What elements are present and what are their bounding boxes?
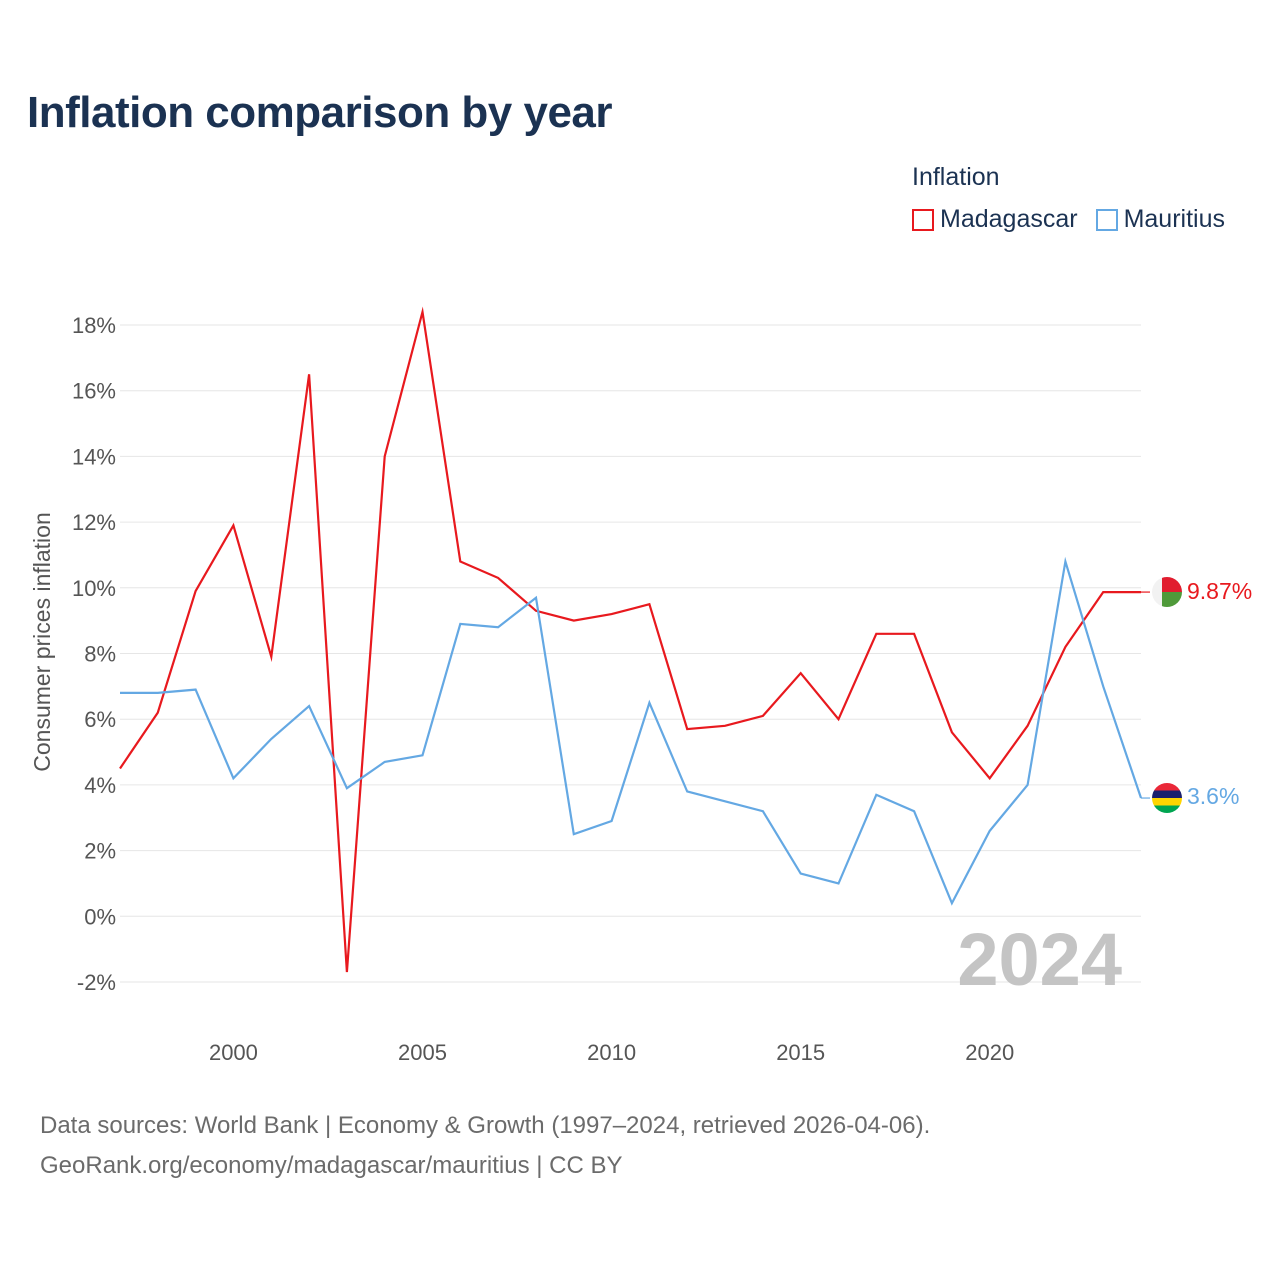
y-tick-label: 16% — [72, 379, 116, 404]
madagascar-flag-icon — [1152, 577, 1182, 607]
line-chart: -2% 0% 2% 4% 6% 8% 10% 12% 14% 16% 18% 2000 2005 201… — [29, 306, 1252, 1065]
legend-label-mauritius: Mauritius — [1123, 205, 1225, 233]
y-tick-label: 14% — [72, 444, 116, 469]
data-sources: Data sources: World Bank | Economy & Gro… — [40, 1106, 930, 1186]
x-tick-label: 2020 — [965, 1040, 1014, 1065]
legend: Madagascar Mauritius — [912, 205, 1243, 234]
x-tick-label: 2010 — [587, 1040, 636, 1065]
y-tick-label: 0% — [84, 904, 116, 929]
y-tick-label: -2% — [77, 970, 116, 995]
legend-swatch-mauritius — [1095, 208, 1118, 231]
legend-item-mauritius[interactable]: Mauritius — [1095, 205, 1225, 234]
y-axis-label: Consumer prices inflation — [29, 512, 55, 772]
legend-label-madagascar: Madagascar — [940, 205, 1078, 233]
y-axis-ticks: -2% 0% 2% 4% 6% 8% 10% 12% 14% 16% 18% — [72, 313, 116, 995]
y-tick-label: 6% — [84, 707, 116, 732]
y-tick-label: 10% — [72, 576, 116, 601]
gridlines — [120, 324, 1141, 983]
x-tick-label: 2000 — [209, 1040, 258, 1065]
mauritius-flag-icon — [1152, 783, 1182, 813]
x-tick-label: 2015 — [776, 1040, 825, 1065]
y-tick-label: 4% — [84, 773, 116, 798]
legend-swatch-madagascar — [912, 208, 934, 231]
series-line-madagascar — [119, 306, 1141, 973]
y-tick-label: 8% — [84, 642, 116, 667]
x-axis-ticks: 2000 2005 2010 2015 2020 — [209, 1040, 1014, 1065]
y-tick-label: 12% — [72, 510, 116, 535]
y-tick-label: 18% — [72, 313, 116, 338]
series-lines — [119, 306, 1150, 973]
mauritius-end-label: 3.6% — [1187, 783, 1239, 809]
y-tick-label: 2% — [84, 839, 116, 864]
year-annotation: 2024 — [957, 918, 1122, 1001]
legend-title: Inflation — [912, 163, 1000, 191]
madagascar-end-label: 9.87% — [1187, 578, 1252, 604]
chart-title: Inflation comparison by year — [27, 88, 613, 137]
legend-item-madagascar[interactable]: Madagascar — [912, 205, 1078, 234]
sources-line-1: Data sources: World Bank | Economy & Gro… — [40, 1112, 931, 1139]
x-tick-label: 2005 — [398, 1040, 447, 1065]
sources-line-2[interactable]: GeoRank.org/economy/madagascar/mauritius… — [40, 1152, 623, 1179]
series-line-mauritius — [120, 556, 1143, 906]
